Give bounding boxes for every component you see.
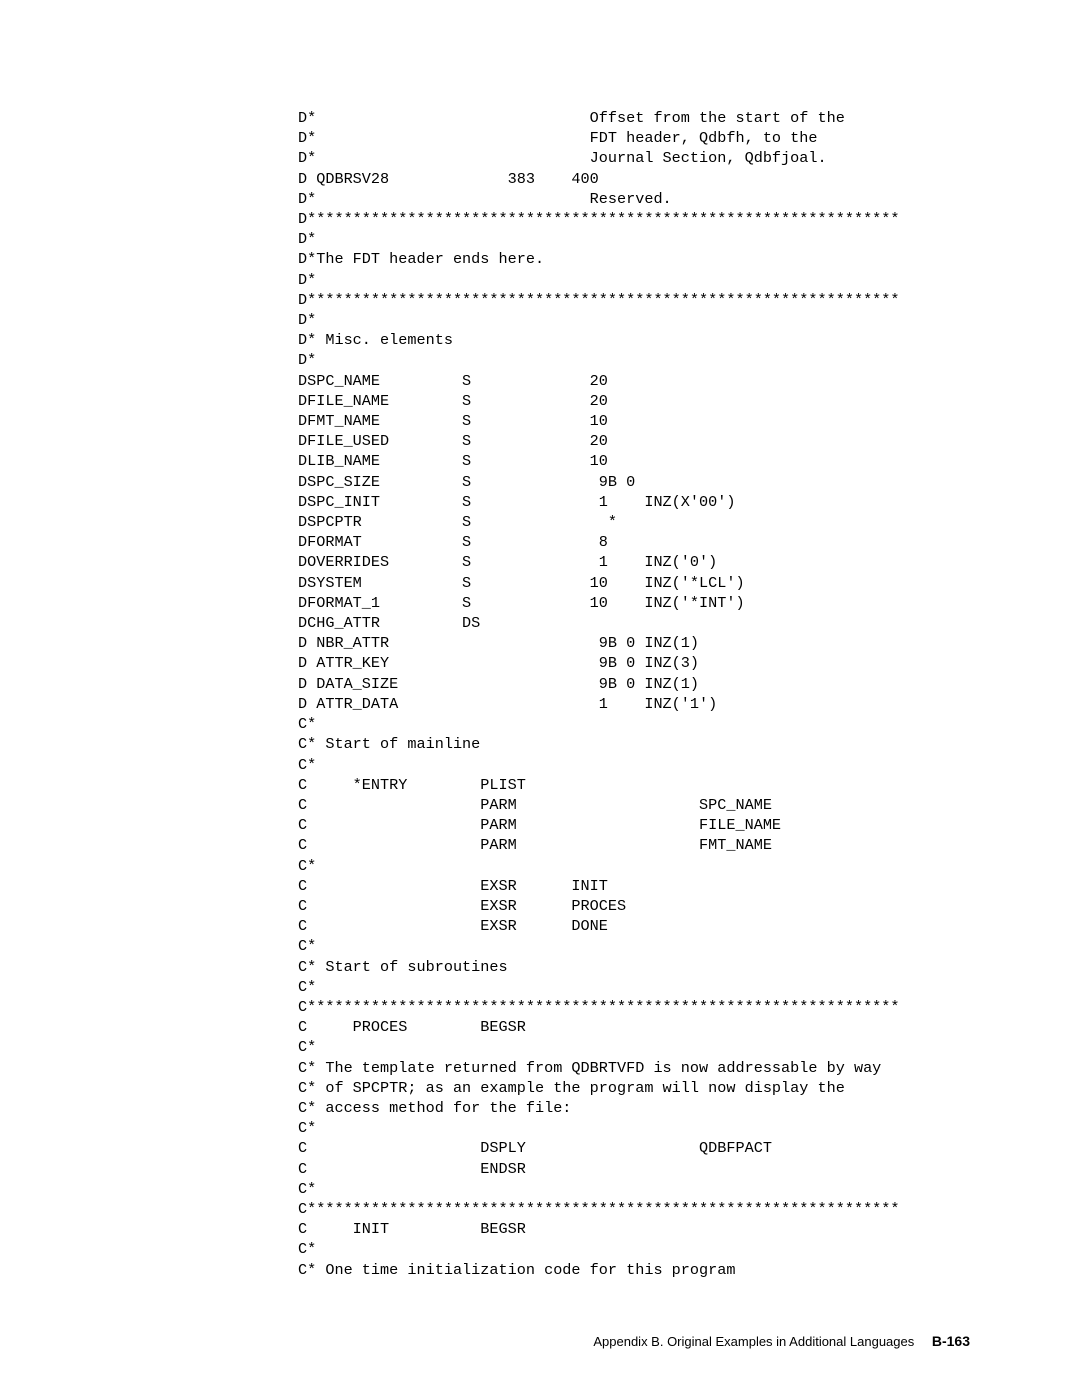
- page-footer: Appendix B. Original Examples in Additio…: [593, 1333, 970, 1349]
- footer-page-number: B-163: [932, 1333, 970, 1349]
- footer-text: Appendix B. Original Examples in Additio…: [593, 1334, 914, 1349]
- page: D* Offset from the start of the D* FDT h…: [0, 0, 1080, 1397]
- code-listing: D* Offset from the start of the D* FDT h…: [0, 108, 1080, 1280]
